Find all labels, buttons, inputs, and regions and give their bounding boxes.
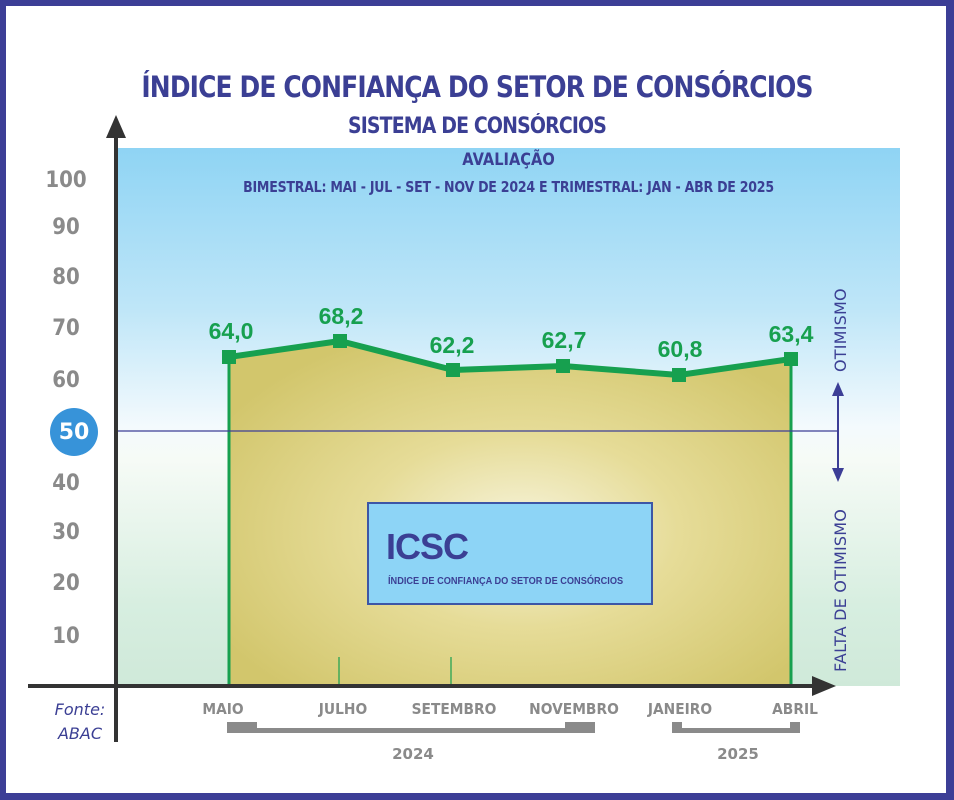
data-markers	[222, 334, 798, 382]
value-label-janeiro: 60,8	[657, 336, 703, 362]
year-bracket-2025	[672, 722, 800, 733]
chart-title: ÍNDICE DE CONFIANÇA DO SETOR DE CONSÓRCI…	[141, 70, 813, 104]
x-label-janeiro: JANEIRO	[647, 700, 713, 718]
evaluation-title: AVALIAÇÃO	[462, 150, 555, 170]
source-label: Fonte:	[54, 700, 106, 719]
x-label-maio: MAIO	[202, 700, 244, 718]
source-value: ABAC	[57, 724, 103, 743]
arrow-down-icon	[832, 468, 844, 482]
legend-acronym: ICSC	[386, 526, 469, 567]
x-label-abril: ABRIL	[772, 700, 818, 718]
y-tick-80: 80	[52, 265, 80, 290]
x-label-julho: JULHO	[318, 700, 368, 718]
legend-box: ICSC ÍNDICE DE CONFIANÇA DO SETOR DE CON…	[367, 502, 653, 605]
value-label-novembro: 62,7	[541, 327, 587, 353]
y-tick-100: 100	[45, 168, 87, 193]
y-tick-20: 20	[52, 571, 80, 596]
value-label-setembro: 62,2	[429, 332, 475, 358]
x-label-novembro: NOVEMBRO	[529, 700, 619, 718]
year-label-2025: 2025	[717, 745, 759, 763]
y-tick-40: 40	[52, 471, 80, 496]
lack-of-optimism-label: FALTA DE OTIMISMO	[831, 508, 850, 672]
value-label-abril: 63,4	[768, 321, 814, 347]
x-axis-arrow-icon	[812, 676, 836, 696]
y-tick-30: 30	[52, 520, 80, 545]
y-tick-70: 70	[52, 316, 80, 341]
legend-description: ÍNDICE DE CONFIANÇA DO SETOR DE CONSÓRCI…	[388, 576, 624, 587]
evaluation-period: BIMESTRAL: MAI - JUL - SET - NOV DE 2024…	[243, 178, 774, 196]
y-tick-90: 90	[52, 215, 80, 240]
y-tick-60: 60	[52, 368, 80, 393]
year-label-2024: 2024	[392, 745, 434, 763]
y-axis-arrow-icon	[106, 115, 126, 138]
value-label-maio: 64,0	[208, 318, 254, 344]
optimism-label: OTIMISMO	[831, 288, 850, 372]
arrow-up-icon	[832, 382, 844, 396]
value-label-julho: 68,2	[318, 303, 364, 329]
x-label-setembro: SETEMBRO	[411, 700, 497, 718]
y-tick-50-highlight: 50	[50, 408, 98, 456]
y-tick-10: 10	[52, 624, 80, 649]
chart-subtitle: SISTEMA DE CONSÓRCIOS	[347, 114, 607, 139]
year-bracket-2024	[227, 722, 595, 733]
data-line	[228, 338, 792, 378]
